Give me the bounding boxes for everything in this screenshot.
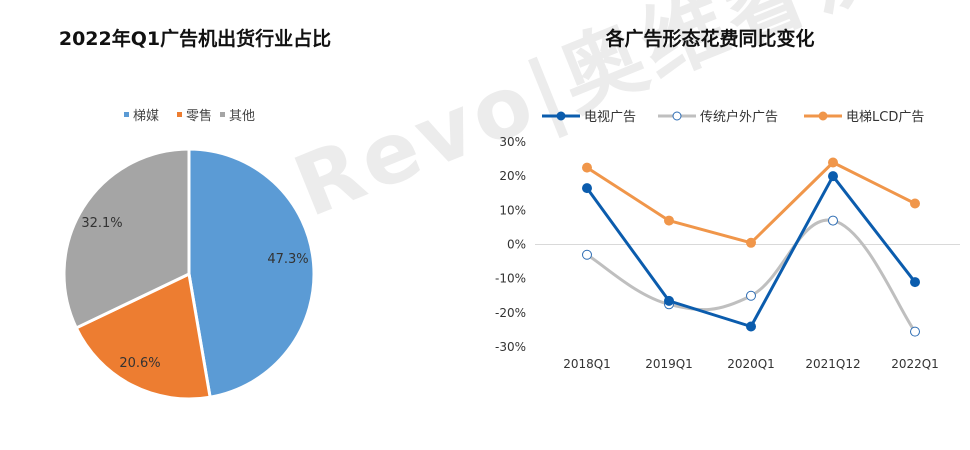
pie-data-label: 47.3%	[267, 252, 308, 267]
pie-legend-label: 其他	[229, 109, 255, 124]
pie-legend-item: 梯媒	[124, 109, 159, 124]
pie-legend-item: 其他	[220, 109, 255, 124]
pie-data-label: 20.6%	[119, 356, 160, 371]
line-legend-item: 传统户外广告	[658, 109, 778, 125]
pie-chart-title: 2022年Q1广告机出货行业占比	[58, 28, 332, 50]
x-tick-label: 2020Q1	[727, 357, 775, 371]
data-point	[664, 295, 674, 306]
data-point	[910, 198, 920, 209]
data-point	[746, 237, 756, 248]
y-tick-label: 0%	[507, 238, 526, 252]
data-point	[828, 215, 838, 226]
line-chart-panel: 各广告形态花费同比变化 -30% -20% -10% 0% 10% 20% 30% 2018Q…	[490, 0, 970, 450]
y-tick-label: 20%	[499, 169, 526, 183]
pie-slice	[74, 271, 212, 401]
pie-legend-swatch	[124, 112, 129, 117]
data-point	[582, 162, 592, 173]
line-legend-item: 电梯LCD广告	[804, 110, 924, 125]
pie-legend-swatch	[177, 112, 182, 117]
y-tick-label: 30%	[499, 135, 526, 149]
pie-chart-panel: 2022年Q1广告机出货行业占比 梯媒 零售 其他 47.3% 20.6% 32.1%	[58, 28, 332, 401]
line-legend-label: 电梯LCD广告	[846, 110, 924, 125]
y-tick-label: -10%	[495, 272, 526, 286]
x-tick-label: 2021Q12	[805, 357, 860, 371]
x-tick-label: 2022Q1	[891, 357, 939, 371]
line-legend-label: 电视广告	[584, 110, 636, 125]
data-point	[582, 249, 592, 260]
pie-slice	[62, 147, 191, 330]
line-legend-marker	[818, 111, 828, 121]
x-tick-label: 2019Q1	[645, 357, 693, 371]
series-line	[586, 161, 916, 245]
line-legend-label: 传统户外广告	[700, 109, 778, 125]
data-point	[910, 326, 920, 337]
data-point	[746, 321, 756, 332]
y-tick-label: -20%	[495, 306, 526, 320]
data-point	[828, 171, 838, 182]
pie-legend-item: 零售	[177, 108, 212, 124]
data-point	[828, 157, 838, 168]
line-legend-item: 电视广告	[542, 110, 636, 125]
line-chart: -30% -20% -10% 0% 10% 20% 30% 2018Q1 2019Q1 2020Q…	[495, 109, 960, 371]
y-tick-label: 10%	[499, 203, 526, 217]
line-legend-marker	[556, 111, 566, 121]
line-legend-marker	[672, 111, 682, 121]
series-line	[586, 218, 917, 333]
pie-legend-label: 梯媒	[133, 109, 159, 124]
pie-chart: 梯媒 零售 其他 47.3% 20.6% 32.1%	[62, 108, 316, 401]
y-tick-label: -30%	[495, 340, 526, 354]
data-point	[664, 215, 674, 226]
pie-data-label: 32.1%	[81, 216, 122, 231]
data-point	[910, 277, 920, 288]
x-tick-label: 2018Q1	[563, 357, 611, 371]
data-point	[746, 290, 756, 301]
data-point	[582, 183, 592, 194]
line-chart-title: 各广告形态花费同比变化	[605, 28, 815, 50]
pie-legend-label: 零售	[186, 108, 212, 124]
pie-legend-swatch	[220, 112, 225, 117]
pie-slice	[187, 147, 316, 399]
